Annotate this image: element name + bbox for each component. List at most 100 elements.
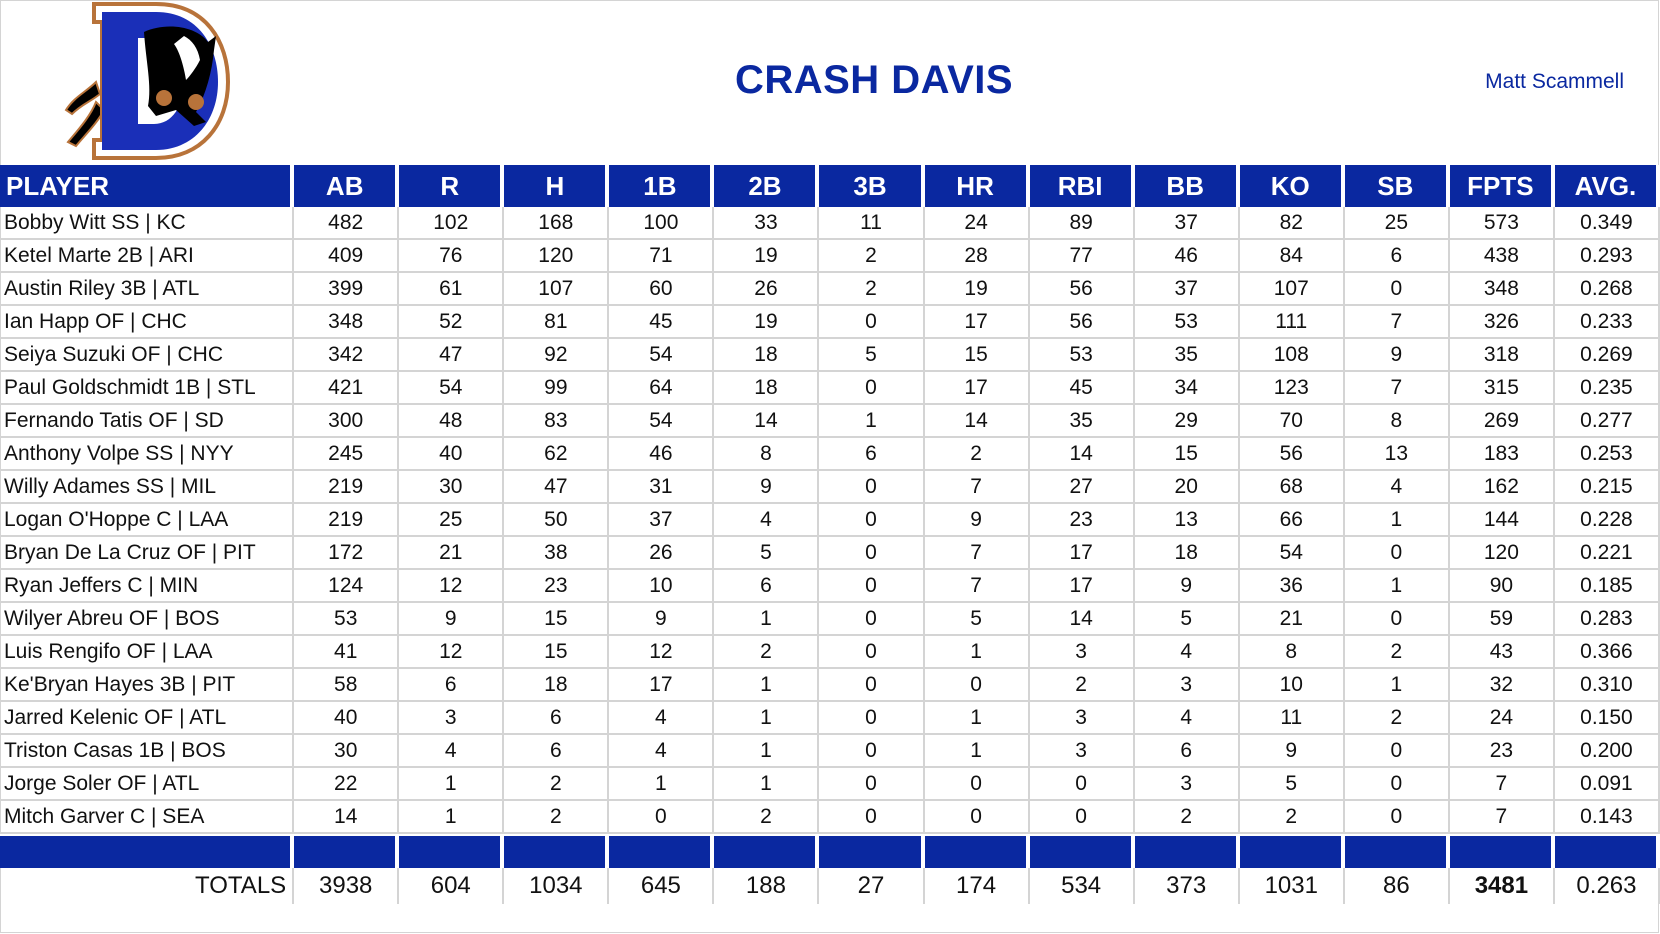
stat-cell-h[interactable]: 92: [504, 339, 610, 372]
stat-cell-2b[interactable]: 26: [714, 273, 820, 306]
stat-cell-2b[interactable]: 1: [714, 735, 820, 768]
stat-cell-h[interactable]: 38: [504, 537, 610, 570]
stat-cell-rbi[interactable]: 3: [1029, 636, 1135, 669]
stat-cell-1b[interactable]: 100: [609, 207, 715, 240]
stat-cell-hr[interactable]: 1: [924, 702, 1030, 735]
stat-cell-bb[interactable]: 15: [1134, 438, 1240, 471]
player-name-cell[interactable]: Jorge Soler OF | ATL: [0, 768, 295, 801]
stat-cell-2b[interactable]: 18: [714, 339, 820, 372]
total-cell-h[interactable]: 1034: [504, 868, 610, 904]
stat-cell-hr[interactable]: 0: [924, 801, 1030, 834]
stat-cell-ab[interactable]: 172: [294, 537, 400, 570]
stat-cell-r[interactable]: 48: [399, 405, 505, 438]
stat-cell-2b[interactable]: 8: [714, 438, 820, 471]
stat-cell-3b[interactable]: 5: [819, 339, 925, 372]
stat-cell-rbi[interactable]: 3: [1029, 702, 1135, 735]
stat-cell-fpts[interactable]: 32: [1449, 669, 1555, 702]
player-name-cell[interactable]: Mitch Garver C | SEA: [0, 801, 295, 834]
stat-cell-rbi[interactable]: 45: [1029, 372, 1135, 405]
total-cell-hr[interactable]: 174: [925, 868, 1030, 904]
stat-cell-2b[interactable]: 1: [714, 603, 820, 636]
stat-cell-1b[interactable]: 12: [609, 636, 715, 669]
stat-cell-2b[interactable]: 6: [714, 570, 820, 603]
stat-cell-rbi[interactable]: 14: [1029, 438, 1135, 471]
stat-cell-1b[interactable]: 10: [609, 570, 715, 603]
stat-cell-r[interactable]: 4: [399, 735, 505, 768]
stat-cell-rbi[interactable]: 23: [1029, 504, 1135, 537]
stat-cell-ab[interactable]: 342: [294, 339, 400, 372]
stat-cell-ab[interactable]: 399: [294, 273, 400, 306]
stat-cell-1b[interactable]: 31: [609, 471, 715, 504]
stat-cell-bb[interactable]: 53: [1134, 306, 1240, 339]
stat-cell-ab[interactable]: 482: [294, 207, 400, 240]
stat-cell-sb[interactable]: 7: [1344, 372, 1450, 405]
stat-cell-r[interactable]: 9: [399, 603, 505, 636]
stat-cell-3b[interactable]: 0: [819, 504, 925, 537]
stat-cell-3b[interactable]: 0: [819, 570, 925, 603]
stat-cell-bb[interactable]: 35: [1134, 339, 1240, 372]
stat-cell-2b[interactable]: 1: [714, 669, 820, 702]
stat-cell-hr[interactable]: 0: [924, 768, 1030, 801]
stat-cell-avg[interactable]: 0.185: [1554, 570, 1660, 603]
stat-cell-fpts[interactable]: 318: [1449, 339, 1555, 372]
player-name-cell[interactable]: Paul Goldschmidt 1B | STL: [0, 372, 295, 405]
stat-cell-sb[interactable]: 2: [1344, 702, 1450, 735]
stat-cell-bb[interactable]: 4: [1134, 636, 1240, 669]
stat-cell-avg[interactable]: 0.310: [1554, 669, 1660, 702]
stat-cell-ko[interactable]: 84: [1239, 240, 1345, 273]
player-name-cell[interactable]: Ryan Jeffers C | MIN: [0, 570, 295, 603]
player-name-cell[interactable]: Bryan De La Cruz OF | PIT: [0, 537, 295, 570]
stat-cell-bb[interactable]: 13: [1134, 504, 1240, 537]
stat-cell-3b[interactable]: 0: [819, 669, 925, 702]
stat-cell-sb[interactable]: 7: [1344, 306, 1450, 339]
stat-cell-h[interactable]: 107: [504, 273, 610, 306]
stat-cell-2b[interactable]: 2: [714, 801, 820, 834]
player-name-cell[interactable]: Willy Adames SS | MIL: [0, 471, 295, 504]
stat-cell-1b[interactable]: 17: [609, 669, 715, 702]
stat-cell-1b[interactable]: 37: [609, 504, 715, 537]
stat-cell-sb[interactable]: 1: [1344, 570, 1450, 603]
stat-cell-bb[interactable]: 3: [1134, 768, 1240, 801]
column-header-sb[interactable]: SB: [1344, 165, 1450, 207]
stat-cell-hr[interactable]: 17: [924, 372, 1030, 405]
stat-cell-h[interactable]: 2: [504, 801, 610, 834]
stat-cell-bb[interactable]: 2: [1134, 801, 1240, 834]
column-header-player[interactable]: PLAYER: [0, 165, 295, 207]
stat-cell-ko[interactable]: 66: [1239, 504, 1345, 537]
stat-cell-1b[interactable]: 45: [609, 306, 715, 339]
stat-cell-rbi[interactable]: 35: [1029, 405, 1135, 438]
stat-cell-fpts[interactable]: 59: [1449, 603, 1555, 636]
stat-cell-h[interactable]: 6: [504, 735, 610, 768]
player-name-cell[interactable]: Triston Casas 1B | BOS: [0, 735, 295, 768]
player-name-cell[interactable]: Seiya Suzuki OF | CHC: [0, 339, 295, 372]
stat-cell-ko[interactable]: 10: [1239, 669, 1345, 702]
stat-cell-rbi[interactable]: 27: [1029, 471, 1135, 504]
stat-cell-avg[interactable]: 0.150: [1554, 702, 1660, 735]
stat-cell-ko[interactable]: 107: [1239, 273, 1345, 306]
player-name-cell[interactable]: Jarred Kelenic OF | ATL: [0, 702, 295, 735]
stat-cell-bb[interactable]: 5: [1134, 603, 1240, 636]
stat-cell-h[interactable]: 2: [504, 768, 610, 801]
stat-cell-fpts[interactable]: 7: [1449, 801, 1555, 834]
stat-cell-rbi[interactable]: 0: [1029, 768, 1135, 801]
stat-cell-r[interactable]: 47: [399, 339, 505, 372]
stat-cell-2b[interactable]: 5: [714, 537, 820, 570]
stat-cell-r[interactable]: 1: [399, 801, 505, 834]
stat-cell-ab[interactable]: 300: [294, 405, 400, 438]
column-header-ab[interactable]: AB: [294, 165, 400, 207]
stat-cell-rbi[interactable]: 56: [1029, 306, 1135, 339]
stat-cell-ko[interactable]: 21: [1239, 603, 1345, 636]
stat-cell-1b[interactable]: 60: [609, 273, 715, 306]
stat-cell-3b[interactable]: 0: [819, 702, 925, 735]
total-cell-1b[interactable]: 645: [609, 868, 715, 904]
stat-cell-sb[interactable]: 0: [1344, 735, 1450, 768]
column-header-fpts[interactable]: FPTS: [1449, 165, 1555, 207]
stat-cell-avg[interactable]: 0.269: [1554, 339, 1660, 372]
total-cell-3b[interactable]: 27: [819, 868, 925, 904]
total-cell-ab[interactable]: 3938: [294, 868, 400, 904]
stat-cell-r[interactable]: 6: [399, 669, 505, 702]
player-name-cell[interactable]: Wilyer Abreu OF | BOS: [0, 603, 295, 636]
stat-cell-fpts[interactable]: 573: [1449, 207, 1555, 240]
stat-cell-bb[interactable]: 9: [1134, 570, 1240, 603]
stat-cell-1b[interactable]: 64: [609, 372, 715, 405]
